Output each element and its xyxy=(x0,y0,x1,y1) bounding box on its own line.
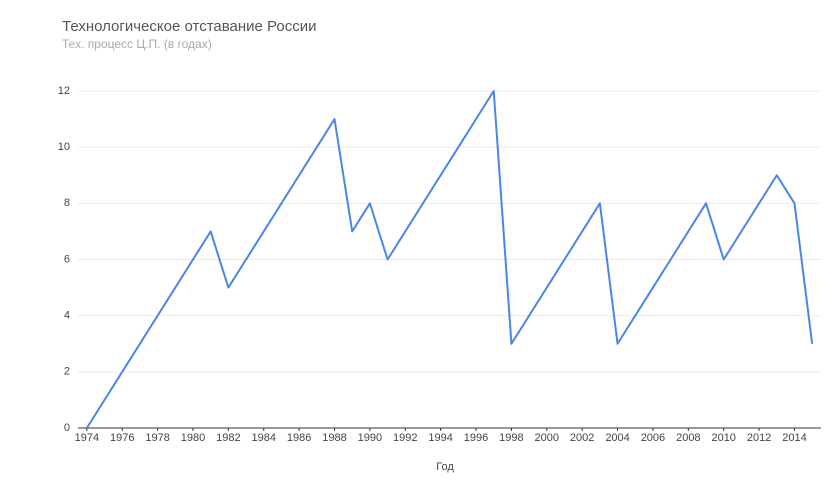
x-tick-label: 2010 xyxy=(711,432,735,444)
x-tick-label: 2002 xyxy=(570,432,594,444)
x-tick-label: 1978 xyxy=(145,432,169,444)
x-tick-label: 1986 xyxy=(287,432,311,444)
chart-subtitle: Тех. процесс Ц.П. (в годах) xyxy=(62,37,212,51)
x-tick-label: 1994 xyxy=(428,432,452,444)
x-tick-label: 2008 xyxy=(676,432,700,444)
x-tick-label: 1990 xyxy=(358,432,382,444)
x-tick-label: 1974 xyxy=(75,432,99,444)
x-tick-label: 1988 xyxy=(322,432,346,444)
chart-title: Технологическое отставание России xyxy=(62,18,317,35)
y-tick-label: 6 xyxy=(64,253,70,265)
x-tick-label: 2000 xyxy=(535,432,559,444)
x-tick-label: 1980 xyxy=(181,432,205,444)
x-tick-label: 1976 xyxy=(110,432,134,444)
y-tick-label: 8 xyxy=(64,197,70,209)
x-tick-label: 1996 xyxy=(464,432,488,444)
y-tick-label: 10 xyxy=(58,141,70,153)
x-tick-label: 1998 xyxy=(499,432,523,444)
y-tick-label: 12 xyxy=(58,85,70,97)
x-tick-label: 2014 xyxy=(782,432,806,444)
x-tick-label: 2012 xyxy=(747,432,771,444)
y-tick-label: 4 xyxy=(64,310,70,322)
x-tick-label: 1982 xyxy=(216,432,240,444)
x-tick-label: 2004 xyxy=(605,432,629,444)
x-axis-label: Год xyxy=(436,461,454,473)
y-tick-label: 0 xyxy=(64,422,70,434)
x-tick-label: 2006 xyxy=(641,432,665,444)
x-tick-label: 1992 xyxy=(393,432,417,444)
y-tick-label: 2 xyxy=(64,366,70,378)
x-tick-label: 1984 xyxy=(252,432,276,444)
line xyxy=(85,90,814,429)
